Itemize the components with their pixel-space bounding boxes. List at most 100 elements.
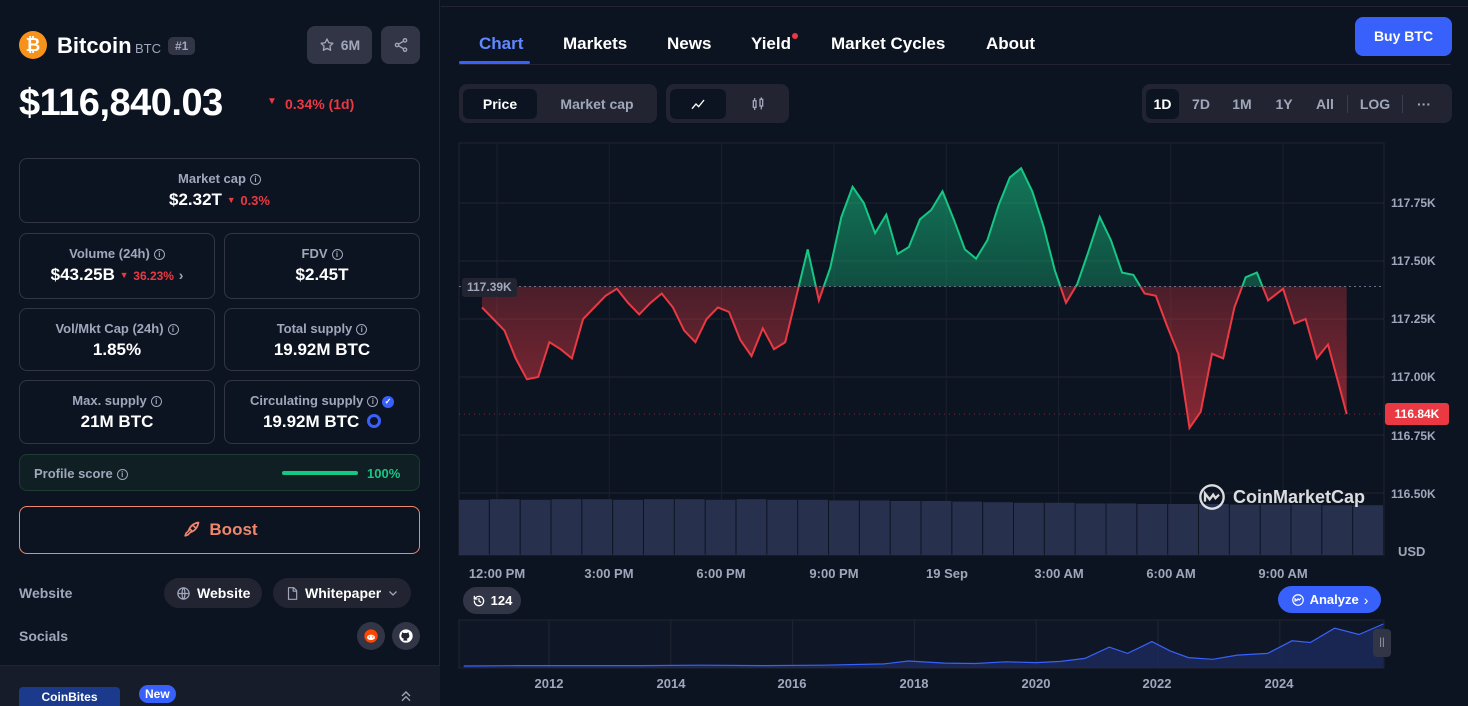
watermark-text: CoinMarketCap	[1233, 486, 1366, 507]
boost-label: Boost	[209, 520, 258, 539]
nav-year-label: 2018	[899, 676, 929, 691]
volume-bar	[1229, 504, 1260, 555]
y-tick-label: 116.50K	[1391, 487, 1436, 501]
x-tick-label: 12:00 PM	[468, 566, 526, 581]
info-icon[interactable]: i	[116, 469, 128, 480]
volume-change: 36.23%	[133, 269, 174, 283]
volume-bar	[582, 499, 613, 555]
range-1y[interactable]: 1Y	[1275, 95, 1293, 112]
market-cap-value: $2.32T	[169, 190, 222, 209]
tab-market-cycles[interactable]: Market Cycles	[831, 34, 946, 53]
volume-bar	[1044, 502, 1075, 555]
watchlist-button[interactable]: 6M	[307, 26, 372, 64]
price-area-down	[482, 286, 1347, 428]
price-area-up	[482, 168, 1347, 287]
volume-bar	[674, 499, 705, 555]
boost-button[interactable]: Boost	[19, 506, 420, 554]
range-all[interactable]: All	[1316, 95, 1334, 112]
max-supply-card: Max. supply i 21M BTC	[19, 380, 215, 444]
supply-ring-icon	[367, 414, 382, 428]
watchlist-count: 6M	[340, 37, 361, 53]
volume-bar	[1260, 504, 1291, 555]
bitcoin-logo-icon: ₿	[19, 31, 47, 59]
chevron-down-icon	[389, 591, 398, 596]
reference-price-tag: 117.39K	[462, 278, 517, 297]
tab-news[interactable]: News	[667, 34, 712, 53]
volume-bar	[890, 501, 921, 555]
candlestick-icon	[752, 96, 763, 110]
vol-mkt-cap-label: Vol/Mkt Cap (24h)	[55, 321, 164, 336]
max-supply-label: Max. supply	[72, 393, 147, 408]
whitepaper-button-label: Whitepaper	[305, 585, 382, 601]
market-cap-label: Market cap	[178, 171, 246, 186]
price-toggle[interactable]: Price	[463, 88, 537, 119]
volume-bar	[1291, 504, 1322, 555]
range-7d[interactable]: 7D	[1192, 95, 1210, 112]
info-icon[interactable]: i	[367, 396, 379, 407]
reddit-icon[interactable]	[357, 622, 385, 650]
tab-about[interactable]: About	[986, 34, 1036, 53]
info-icon[interactable]: i	[153, 249, 165, 260]
coinmarketcap-watermark: CoinMarketCap	[1198, 483, 1365, 511]
github-icon[interactable]	[392, 622, 420, 650]
range-1m[interactable]: 1M	[1232, 95, 1252, 112]
verified-icon: ✓	[382, 396, 395, 408]
total-supply-label: Total supply	[276, 321, 353, 336]
new-badge: New	[139, 685, 176, 703]
log-toggle[interactable]: LOG	[1359, 95, 1391, 112]
share-icon	[394, 38, 407, 52]
range-1d[interactable]: 1D	[1146, 88, 1179, 119]
history-line	[463, 623, 1384, 667]
whitepaper-button[interactable]: Whitepaper	[273, 578, 412, 608]
info-icon[interactable]: i	[167, 324, 179, 335]
x-tick-label: 6:00 PM	[696, 566, 746, 581]
circulating-supply-label: Circulating supply	[249, 393, 364, 408]
coin-symbol: BTC	[135, 41, 161, 56]
tab-markets[interactable]: Markets	[563, 34, 628, 53]
star-icon	[320, 38, 334, 51]
line-chart-toggle[interactable]	[670, 88, 726, 119]
market-cap-change: 0.3%	[240, 193, 270, 208]
y-tick-label: 117.75K	[1391, 196, 1436, 210]
buy-btc-button[interactable]: Buy BTC	[1355, 17, 1452, 56]
notification-dot-icon	[792, 33, 798, 39]
market-cap-toggle[interactable]: Market cap	[560, 95, 634, 112]
volume-bar	[613, 499, 643, 555]
volume-bar	[921, 501, 952, 555]
volume-bar	[829, 500, 859, 555]
website-button-label: Website	[197, 585, 251, 601]
tab-yield[interactable]: Yield	[751, 34, 791, 53]
info-icon[interactable]: i	[331, 249, 343, 260]
tab-chart[interactable]: Chart	[479, 34, 524, 53]
profile-score-track	[282, 471, 358, 475]
info-icon[interactable]: i	[356, 324, 368, 335]
y-tick-label: 117.50K	[1391, 254, 1436, 268]
candlestick-toggle[interactable]	[730, 89, 785, 119]
coin-name: Bitcoin	[57, 33, 132, 58]
rank-badge: #1	[168, 37, 196, 55]
volume-label: Volume (24h)	[69, 246, 150, 261]
profile-score-fill	[282, 471, 358, 475]
profile-score-bar[interactable]: Profile score i 100%	[19, 454, 420, 491]
chart-type-toggle	[666, 84, 789, 123]
profile-score-value: 100%	[367, 466, 401, 481]
analyze-button[interactable]: Analyze ›	[1278, 586, 1381, 613]
volume-bar	[1106, 503, 1137, 555]
info-icon[interactable]: i	[150, 396, 162, 407]
current-price-tag: 116.84K	[1385, 403, 1449, 425]
more-options-button[interactable]: ···	[1417, 95, 1431, 112]
price-line-down	[481, 286, 1348, 431]
volume-card[interactable]: Volume (24h) i $43.25B ▼ 36.23% ›	[19, 233, 215, 299]
collapse-icon[interactable]	[398, 688, 414, 704]
nav-year-label: 2014	[656, 676, 686, 691]
history-button[interactable]: 124	[463, 587, 521, 614]
x-tick-label: 19 Sep	[926, 566, 968, 581]
info-icon[interactable]: i	[249, 174, 261, 185]
x-tick-label: 9:00 PM	[809, 566, 859, 581]
navigator-handle[interactable]: ||	[1373, 629, 1391, 657]
website-button[interactable]: Website	[164, 578, 263, 608]
x-tick-label: 3:00 AM	[1034, 566, 1084, 581]
share-button[interactable]	[381, 26, 420, 64]
fdv-card: FDV i $2.45T	[224, 233, 420, 299]
